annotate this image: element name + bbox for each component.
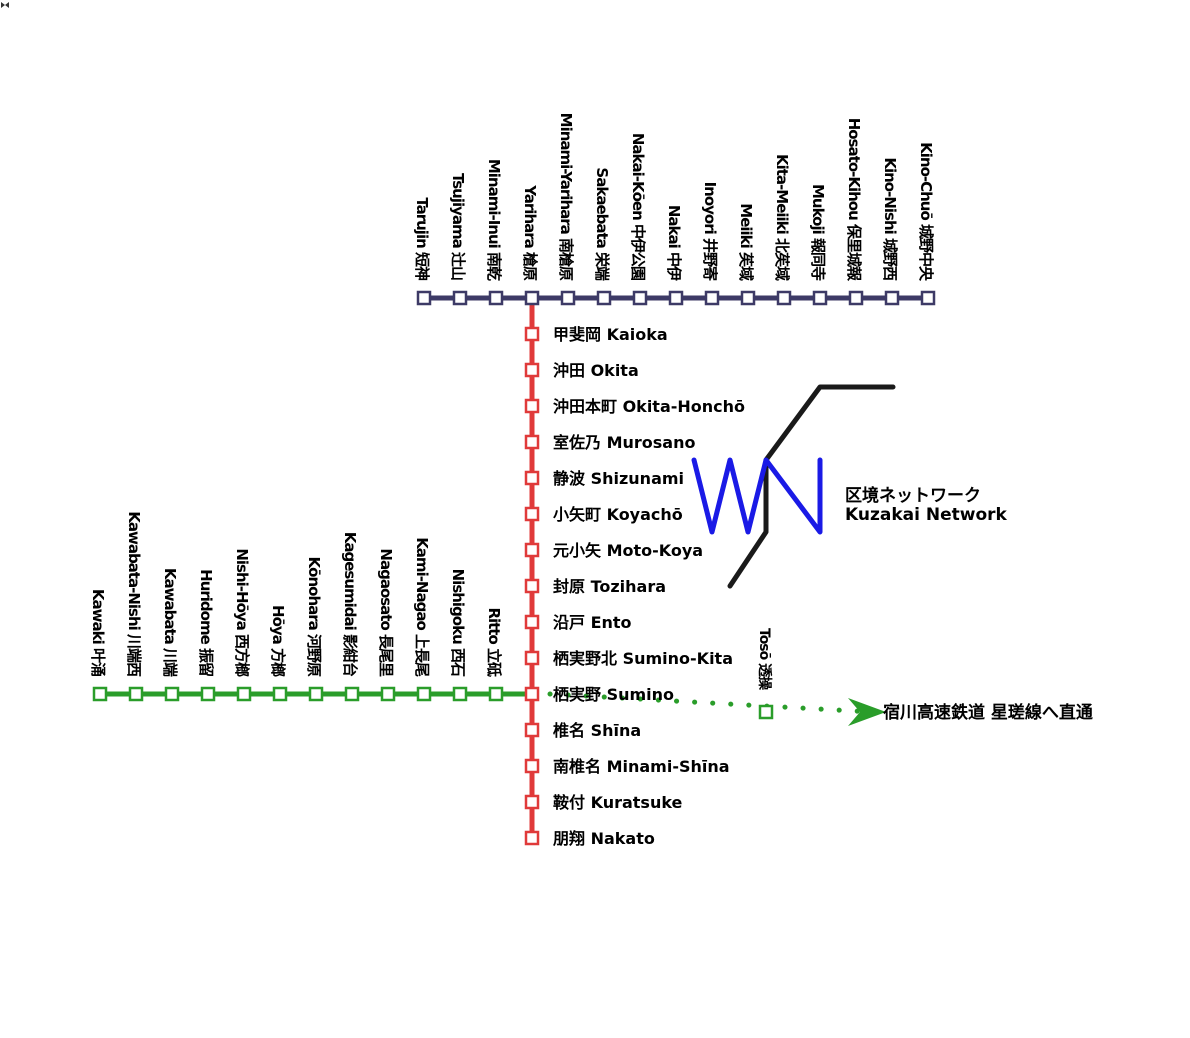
top-station-label-4: Yarihara 槍原 [521, 184, 539, 281]
top-station-label-10: Meiiki 苵域 [737, 203, 755, 281]
through-service-extension: Tosō 透操 宿川高速鉄道 星瑳線へ直通 [547, 628, 1093, 726]
station-toso[interactable] [758, 704, 774, 720]
main-station-7[interactable] [524, 542, 540, 558]
branch-station-5[interactable] [236, 686, 252, 702]
top-station-8[interactable] [668, 290, 684, 306]
main-station-14[interactable] [524, 794, 540, 810]
main-station-label-2: 沖田 Okita [553, 361, 639, 380]
main-station-label-9: 沿戸 Ento [553, 613, 632, 632]
branch-station-6[interactable] [272, 686, 288, 702]
top-station-label-3: Minami-Inui 南乾 [485, 159, 503, 281]
top-station-7[interactable] [632, 290, 648, 306]
top-station-14[interactable] [884, 290, 900, 306]
branch-station-7[interactable] [308, 686, 324, 702]
branch-station-label-12: Ritto 立砥 [485, 607, 503, 677]
top-station-12[interactable] [812, 290, 828, 306]
main-station-label-12: 椎名 Shīna [553, 721, 641, 740]
top-station-label-6: Sakaebata 栄端 [593, 167, 611, 281]
branch-station-11[interactable] [452, 686, 468, 702]
extension-dotted-track [547, 691, 875, 715]
top-station-label-13: Hosato-Kihou 保里城報 [845, 118, 863, 282]
top-station-9[interactable] [704, 290, 720, 306]
branch-station-2[interactable] [128, 686, 144, 702]
top-station-label-2: Tsujiyama 辻山 [449, 173, 467, 280]
branch-station-9[interactable] [380, 686, 396, 702]
branch-station-12[interactable] [488, 686, 504, 702]
top-station-label-1: Tarujin 短神 [413, 197, 431, 281]
top-station-2[interactable] [452, 290, 468, 306]
top-station-1[interactable] [416, 290, 432, 306]
top-station-label-15: Kino-Chuō 城野中央 [917, 142, 935, 282]
main-station-label-6: 小矢町 Koyachō [553, 505, 683, 524]
main-station-label-3: 沖田本町 Okita-Honchō [553, 397, 745, 416]
branch-station-label-4: Huridome 振留 [197, 569, 215, 677]
top-station-label-12: Mukoji 報同寺 [809, 184, 827, 281]
branch-station-8[interactable] [344, 686, 360, 702]
main-station-label-7: 元小矢 Moto-Koya [553, 541, 703, 560]
top-station-label-5: Minami-Yarihara 南槍原 [557, 113, 575, 281]
top-station-label-8: Nakai 中伊 [665, 205, 683, 281]
network-logo: 区境ネットワーク Kuzakai Network [691, 384, 1008, 589]
main-station-10[interactable] [524, 650, 540, 666]
main-station-13[interactable] [524, 758, 540, 774]
main-station-1[interactable] [524, 326, 540, 342]
top-station-11[interactable] [776, 290, 792, 306]
main-station-5[interactable] [524, 470, 540, 486]
top-station-label-11: Kita-Meiiki 北苵域 [773, 154, 791, 281]
main-station-label-15: 朋翔 Nakato [553, 829, 655, 848]
top-station-13[interactable] [848, 290, 864, 306]
top-station-6[interactable] [596, 290, 612, 306]
branch-station-4[interactable] [200, 686, 216, 702]
network-name-en: Kuzakai Network [845, 505, 1008, 525]
logo-blue-w [691, 457, 823, 535]
main-station-8[interactable] [524, 578, 540, 594]
branch-station-10[interactable] [416, 686, 432, 702]
main-station-12[interactable] [524, 722, 540, 738]
main-station-label-4: 室佐乃 Murosano [553, 433, 695, 452]
top-station-5[interactable] [560, 290, 576, 306]
main-station-label-10: 栖実野北 Sumino-Kita [553, 649, 733, 668]
top-station-label-14: Kino-Nishi 城野西 [881, 157, 899, 281]
top-station-4[interactable] [524, 290, 540, 306]
through-service-arrow-icon [848, 698, 886, 726]
main-line: 甲斐岡 Kaioka 沖田 Okita 沖田本町 Okita-Honchō 室佐乃 M… [524, 298, 745, 848]
main-station-11[interactable] [524, 686, 540, 702]
branch-station-3[interactable] [164, 686, 180, 702]
main-station-4[interactable] [524, 434, 540, 450]
main-station-label-1: 甲斐岡 Kaioka [553, 325, 668, 344]
top-station-label-9: Inoyori 井野寄 [701, 182, 719, 281]
through-service-label: 宿川高速鉄道 星瑳線へ直通 [883, 702, 1093, 723]
main-station-label-14: 鞍付 Kuratsuke [553, 793, 683, 812]
branch-station-label-2: Kawabata-Nishi 川端西 [125, 511, 143, 677]
main-station-9[interactable] [524, 614, 540, 630]
branch-station-label-3: Kawabata 川端 [161, 568, 179, 677]
main-station-6[interactable] [524, 506, 540, 522]
top-station-label-7: Nakai-Kōen 中伊公園 [629, 133, 647, 281]
main-station-2[interactable] [524, 362, 540, 378]
main-station-15[interactable] [524, 830, 540, 846]
main-station-label-13: 南椎名 Minami-Shīna [553, 757, 730, 776]
branch-station-1[interactable] [92, 686, 108, 702]
main-station-label-8: 封原 Tozihara [553, 577, 666, 596]
top-station-3[interactable] [488, 290, 504, 306]
branch-station-label-5: Nishi-Hōya 西方榔 [233, 548, 251, 677]
top-station-10[interactable] [740, 290, 756, 306]
branch-station-label-9: Nagaosato 長尾里 [377, 548, 395, 677]
branch-station-label-10: Kami-Nagao 上長尾 [413, 537, 431, 677]
main-station-label-11: 栖実野 Sumino [553, 685, 674, 704]
corner-mark-icon [1, 2, 9, 8]
main-station-label-5: 静波 Shizunami [553, 469, 684, 488]
top-station-15[interactable] [920, 290, 936, 306]
branch-line: Kawaki 叶涌 Kawabata-Nishi 川端西 Kawabata 川端 Hu… [89, 511, 532, 702]
branch-station-label-8: Kagesumidai 影紺台 [341, 532, 359, 677]
branch-station-label-1: Kawaki 叶涌 [89, 589, 107, 676]
branch-station-label-7: Kōnohara 河野原 [305, 557, 323, 677]
branch-station-label-6: Hōya 方榔 [269, 605, 287, 677]
station-label-toso: Tosō 透操 [756, 628, 773, 691]
network-name-ja: 区境ネットワーク [845, 485, 981, 506]
branch-station-label-11: Nishigoku 西石 [449, 569, 467, 677]
main-station-3[interactable] [524, 398, 540, 414]
top-line: Tarujin 短神 Tsujiyama 辻山 Minami-Inui 南乾 Yari… [413, 113, 936, 306]
